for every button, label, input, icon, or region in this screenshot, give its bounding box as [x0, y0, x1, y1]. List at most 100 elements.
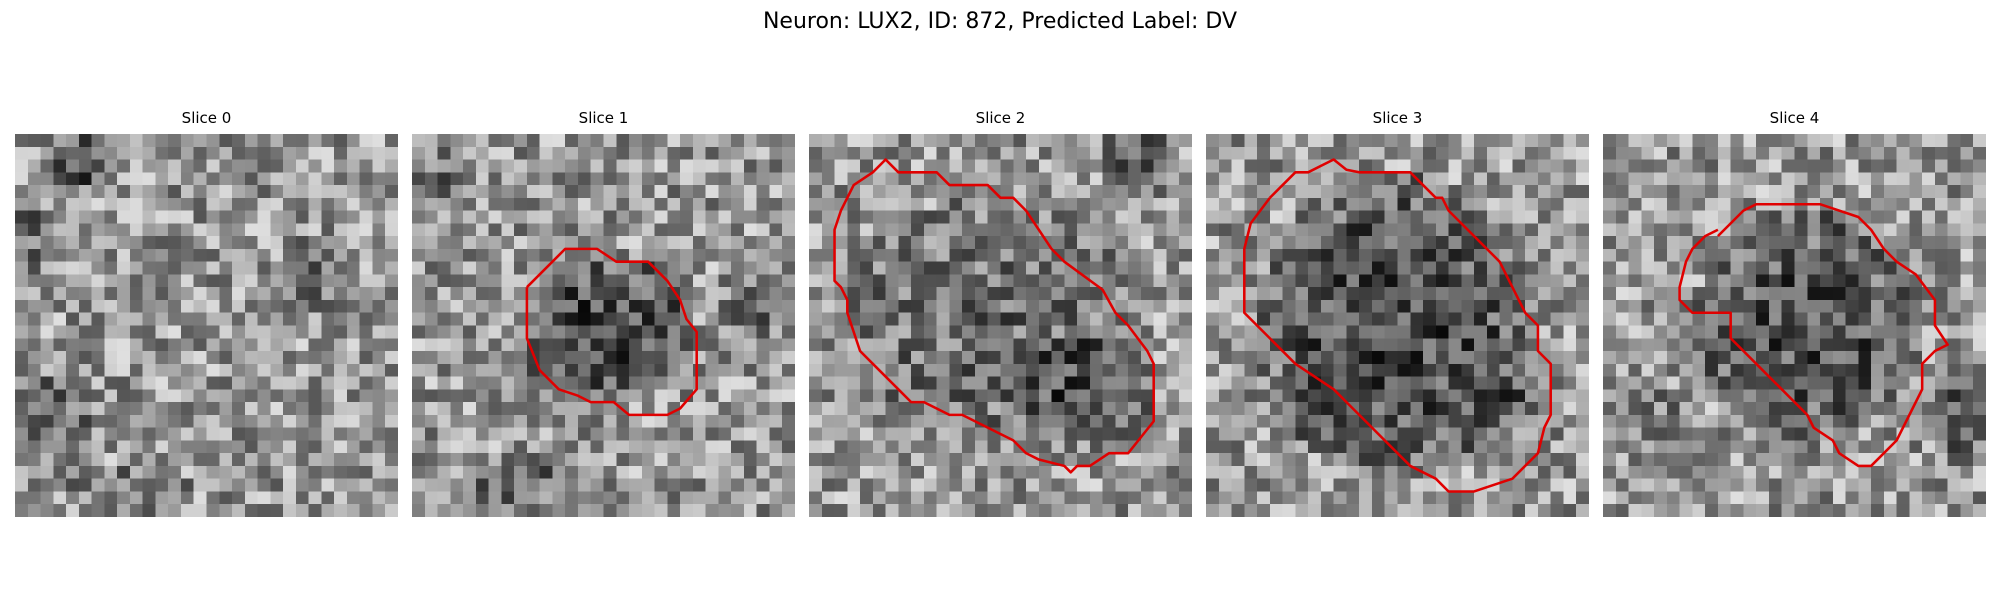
segmentation-contour — [833, 158, 1155, 474]
image-pixel — [834, 287, 848, 301]
image-pixel — [1474, 248, 1488, 262]
image-pixel — [1257, 478, 1271, 492]
image-pixel — [1603, 172, 1617, 186]
image-pixel — [860, 248, 874, 262]
image-pixel — [1166, 146, 1180, 160]
image-pixel — [168, 453, 182, 467]
image-pixel — [898, 236, 912, 250]
image-pixel — [1934, 491, 1948, 505]
image-pixel — [1474, 389, 1488, 403]
image-pixel — [1115, 287, 1129, 301]
image-pixel — [1537, 504, 1551, 517]
image-pixel — [731, 491, 745, 505]
image-pixel — [923, 389, 937, 403]
image-pixel — [1525, 440, 1539, 454]
image-pixel — [475, 465, 489, 479]
image-pixel — [1922, 274, 1936, 288]
image-pixel — [78, 478, 92, 492]
image-pixel — [1922, 427, 1936, 441]
image-pixel — [1934, 376, 1948, 390]
image-pixel — [962, 287, 976, 301]
image-pixel — [847, 453, 861, 467]
image-pixel — [705, 223, 719, 237]
image-pixel — [1525, 491, 1539, 505]
image-pixel — [40, 504, 54, 517]
image-pixel — [1717, 172, 1731, 186]
image-pixel — [821, 338, 835, 352]
image-pixel — [565, 299, 579, 313]
image-pixel — [1692, 363, 1706, 377]
image-pixel — [782, 376, 795, 390]
image-pixel — [1679, 465, 1693, 479]
image-pixel — [1807, 248, 1821, 262]
image-pixel — [1858, 414, 1872, 428]
image-pixel — [1115, 172, 1129, 186]
image-pixel — [1461, 134, 1475, 148]
image-pixel — [565, 172, 579, 186]
image-pixel — [180, 274, 194, 288]
image-pixel — [1410, 351, 1424, 365]
image-pixel — [1909, 440, 1923, 454]
image-pixel — [1563, 363, 1577, 377]
image-pixel — [219, 287, 233, 301]
image-pixel — [1359, 504, 1373, 517]
image-pixel — [1064, 287, 1078, 301]
image-pixel — [577, 363, 591, 377]
image-pixel — [743, 185, 757, 199]
image-pixel — [385, 453, 398, 467]
image-pixel — [1179, 185, 1192, 199]
image-pixel — [40, 236, 54, 250]
image-pixel — [936, 299, 950, 313]
image-pixel — [1269, 465, 1283, 479]
image-pixel — [1896, 274, 1910, 288]
image-pixel — [923, 134, 937, 148]
image-pixel — [1934, 299, 1948, 313]
image-pixel — [1269, 223, 1283, 237]
image-pixel — [1679, 414, 1693, 428]
image-pixel — [1705, 299, 1719, 313]
image-pixel — [424, 287, 438, 301]
image-pixel — [1064, 236, 1078, 250]
image-pixel — [974, 351, 988, 365]
image-pixel — [756, 325, 770, 339]
image-pixel — [641, 402, 655, 416]
image-pixel — [1486, 185, 1500, 199]
image-pixel — [936, 465, 950, 479]
image-pixel — [257, 402, 271, 416]
image-pixel — [1231, 223, 1245, 237]
image-pixel — [885, 134, 899, 148]
image-pixel — [1858, 197, 1872, 211]
image-pixel — [1654, 236, 1668, 250]
image-pixel — [1820, 134, 1834, 148]
image-pixel — [987, 172, 1001, 186]
image-pixel — [552, 491, 566, 505]
image-pixel — [1654, 223, 1668, 237]
image-pixel — [667, 465, 681, 479]
image-pixel — [1525, 414, 1539, 428]
image-pixel — [142, 134, 156, 148]
image-pixel — [1218, 491, 1232, 505]
image-pixel — [629, 261, 643, 275]
image-pixel — [283, 185, 297, 199]
image-pixel — [1603, 210, 1617, 224]
image-pixel — [1026, 287, 1040, 301]
image-pixel — [168, 261, 182, 275]
image-pixel — [1934, 427, 1948, 441]
image-pixel — [769, 287, 783, 301]
image-pixel — [667, 223, 681, 237]
image-pixel — [1537, 287, 1551, 301]
image-pixel — [1628, 389, 1642, 403]
image-pixel — [1603, 453, 1617, 467]
image-pixel — [1743, 453, 1757, 467]
image-pixel — [27, 465, 41, 479]
image-pixel — [1973, 185, 1986, 199]
image-pixel — [66, 146, 80, 160]
image-pixel — [1730, 248, 1744, 262]
image-pixel — [1883, 146, 1897, 160]
image-pixel — [1603, 389, 1617, 403]
image-pixel — [565, 210, 579, 224]
image-pixel — [1038, 261, 1052, 275]
image-pixel — [898, 185, 912, 199]
image-pixel — [1654, 491, 1668, 505]
image-pixel — [53, 172, 67, 186]
